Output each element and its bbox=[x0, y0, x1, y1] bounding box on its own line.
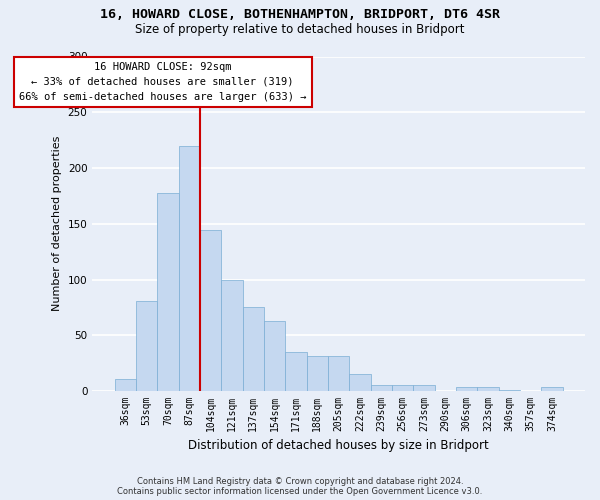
Text: 16 HOWARD CLOSE: 92sqm
← 33% of detached houses are smaller (319)
66% of semi-de: 16 HOWARD CLOSE: 92sqm ← 33% of detached… bbox=[19, 62, 307, 102]
Bar bbox=[456, 386, 477, 391]
Text: Size of property relative to detached houses in Bridport: Size of property relative to detached ho… bbox=[135, 22, 465, 36]
Bar bbox=[349, 374, 371, 391]
Bar bbox=[221, 280, 242, 391]
Bar bbox=[179, 146, 200, 391]
Bar bbox=[541, 386, 563, 391]
X-axis label: Distribution of detached houses by size in Bridport: Distribution of detached houses by size … bbox=[188, 440, 489, 452]
Bar bbox=[136, 300, 157, 391]
Bar bbox=[307, 356, 328, 391]
Bar bbox=[264, 321, 286, 391]
Bar bbox=[242, 308, 264, 391]
Bar bbox=[392, 386, 413, 391]
Bar bbox=[499, 390, 520, 391]
Text: Contains public sector information licensed under the Open Government Licence v3: Contains public sector information licen… bbox=[118, 487, 482, 496]
Text: Contains HM Land Registry data © Crown copyright and database right 2024.: Contains HM Land Registry data © Crown c… bbox=[137, 477, 463, 486]
Bar bbox=[286, 352, 307, 391]
Bar bbox=[157, 192, 179, 391]
Bar bbox=[328, 356, 349, 391]
Bar bbox=[200, 230, 221, 391]
Bar bbox=[413, 386, 434, 391]
Bar bbox=[477, 386, 499, 391]
Y-axis label: Number of detached properties: Number of detached properties bbox=[52, 136, 62, 312]
Bar bbox=[115, 379, 136, 391]
Bar bbox=[371, 386, 392, 391]
Text: 16, HOWARD CLOSE, BOTHENHAMPTON, BRIDPORT, DT6 4SR: 16, HOWARD CLOSE, BOTHENHAMPTON, BRIDPOR… bbox=[100, 8, 500, 20]
